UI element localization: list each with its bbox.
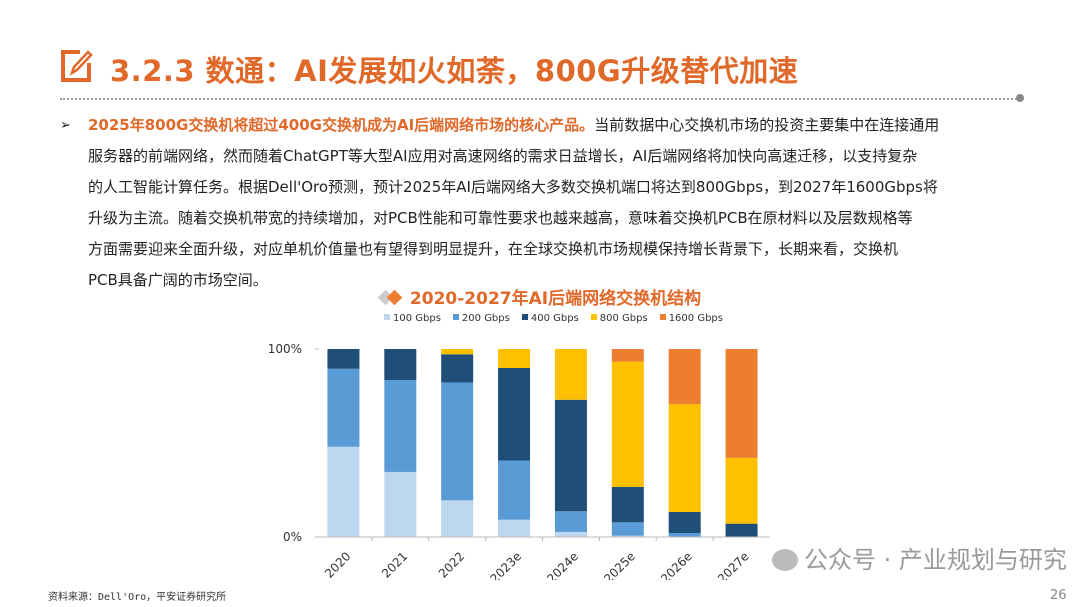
body-line: PCB具备广阔的市场空间。 [88, 271, 268, 289]
x-tick-label: 2022 [436, 549, 467, 580]
legend-swatch [452, 314, 459, 320]
bar-segment [611, 349, 644, 362]
x-tick-label: 2021 [379, 549, 410, 580]
legend-swatch [521, 314, 528, 320]
bullet-arrow-icon: ➢ [60, 118, 71, 133]
bar-segment [384, 380, 417, 472]
bar-segment [725, 523, 758, 537]
legend-item: 200 Gbps [452, 313, 510, 324]
bar-segment [554, 531, 587, 537]
legend-item: 800 Gbps [590, 313, 648, 324]
bar-segment [611, 361, 644, 487]
bar-segment [611, 486, 644, 523]
bar-segment [668, 349, 701, 405]
bar-segment [498, 460, 531, 520]
diamond-icon [386, 289, 403, 306]
legend-label: 400 Gbps [530, 313, 579, 324]
watermark: 公众号 · 产业规划与研究 [772, 546, 1067, 574]
watermark-text: 公众号 · 产业规划与研究 [804, 546, 1067, 574]
bar-segment [725, 349, 758, 458]
legend-swatch [384, 314, 390, 320]
body-line: 升级为主流。随着交换机带宽的持续增加，对PCB性能和可靠性要求也越来越高，意味着… [88, 209, 913, 227]
x-tick-label: 2024e [544, 549, 581, 580]
x-tick-label: 2025e [601, 549, 638, 580]
body-line: 方面需要迎来全面升级，对应单机价值量也有望得到明显提升，在全球交换机市场规模保持… [88, 240, 899, 258]
bar-segment [327, 368, 360, 447]
stacked-bar-chart: 2020 2021 2022 2023e 2024e 2025e 2026e 2027e 100… [268, 342, 770, 580]
legend-item: 1600 Gbps [659, 313, 723, 324]
body-line: 的人工智能计算任务。根据Dell'Oro预测，预计2025年AI后端网络大多数交… [88, 178, 938, 196]
bar-segment [441, 500, 474, 537]
chart-title: 2020-2027年AI后端网络交换机结构 [377, 284, 702, 309]
bar-segment [441, 354, 474, 383]
highlight-text: 2025年800G交换机将超过400G交换机成为AI后端网络市场的核心产品。 [88, 116, 595, 134]
edit-pencil-icon [61, 50, 93, 82]
legend-label: 1600 Gbps [668, 313, 723, 324]
divider-dot [1016, 94, 1024, 102]
x-tick-label: 2026e [658, 549, 695, 580]
legend-item: 400 Gbps [521, 313, 579, 324]
bar-segment [441, 349, 474, 355]
legend-label: 200 Gbps [461, 313, 510, 324]
bar-segment [384, 471, 417, 537]
legend-item: 100 Gbps [384, 313, 441, 324]
legend-swatch [659, 314, 666, 320]
legend-label: 100 Gbps [393, 313, 441, 324]
bar-segment [668, 404, 701, 512]
bar-segment [327, 349, 360, 369]
bar-segment [498, 349, 531, 368]
chart-legend: 100 Gbps 200 Gbps 400 Gbps 800 Gbps 1600 Gbp… [384, 313, 735, 324]
chart-title-text: 2020-2027年AI后端网络交换机结构 [409, 289, 702, 309]
body-text: 当前数据中心交换机市场的投资主要集中在连接通用 [594, 116, 940, 134]
bar-segment [498, 519, 531, 537]
bar-segment [554, 511, 587, 532]
legend-label: 800 Gbps [599, 313, 648, 324]
legend-swatch [590, 314, 597, 320]
x-tick-label: 2020 [322, 549, 353, 580]
y-tick-label: 0% [283, 530, 302, 544]
page-title: 3.2.3 数通：AI发展如火如荼，800G升级替代加速 [110, 54, 799, 88]
bar-segment [498, 367, 531, 461]
wechat-icon [772, 549, 798, 571]
source-note: 资料来源：Dell'Oro，平安证券研究所 [48, 592, 227, 603]
title-divider [60, 98, 1020, 100]
body-line: 服务器的前端网络，然而随着ChatGPT等大型AI应用对高速网络的需求日益增长，… [88, 147, 918, 165]
x-tick-label: 2023e [487, 549, 524, 580]
page-number: 26 [1050, 588, 1067, 603]
y-tick-label: 100% [268, 342, 302, 356]
bar-segment [554, 349, 587, 400]
bar-segment [554, 399, 587, 512]
bar-segment [725, 457, 758, 524]
bar-segment [668, 533, 701, 537]
bar-segment [384, 349, 417, 381]
bar-segment [611, 522, 644, 536]
x-tick-label: 2027e [715, 549, 752, 580]
body-line: 2025年800G交换机将超过400G交换机成为AI后端网络市场的核心产品。当前… [88, 110, 939, 141]
bar-segment [441, 382, 474, 501]
bar-segment [327, 446, 360, 537]
bar-segment [668, 511, 701, 534]
bar-segment [611, 535, 644, 537]
